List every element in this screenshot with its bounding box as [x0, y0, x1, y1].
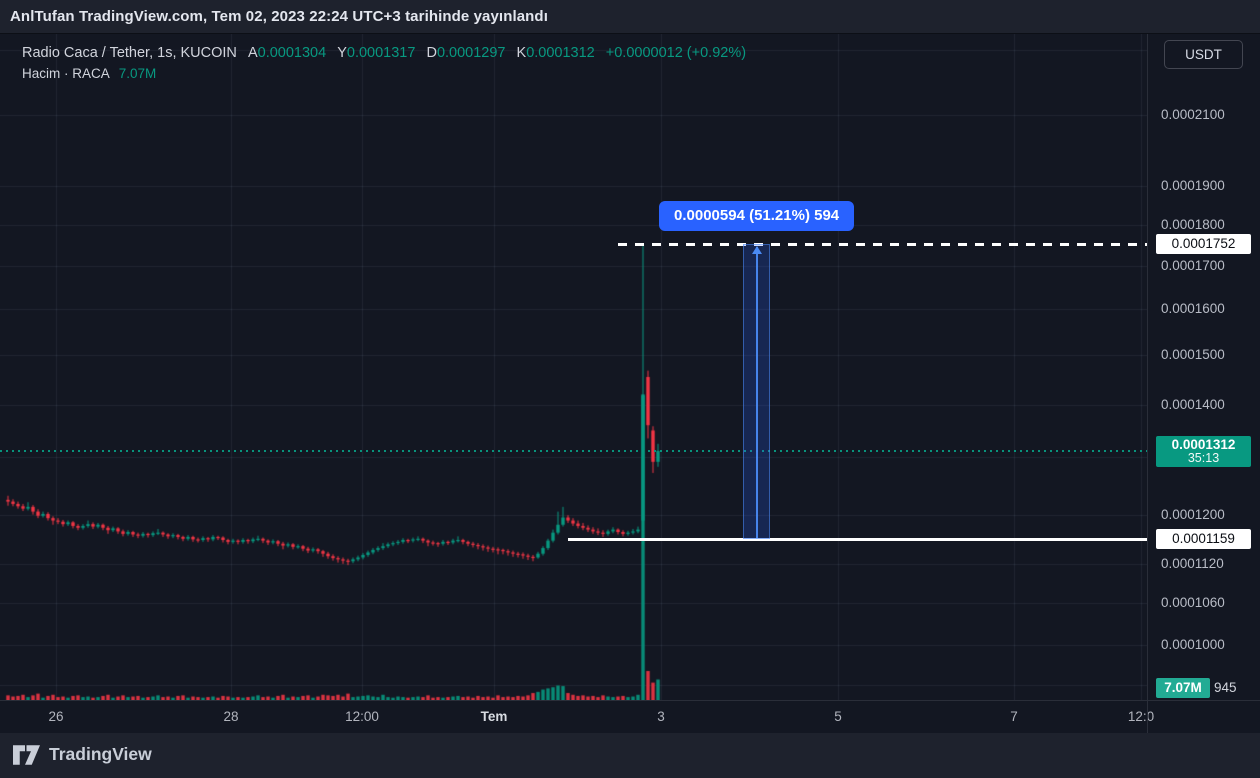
- time-tick-label: Tem: [480, 709, 508, 724]
- bar-countdown: 35:13: [1187, 450, 1220, 465]
- price-tick-label: 0.0001120: [1161, 555, 1224, 571]
- volume-value: 7.07M: [118, 66, 157, 81]
- tradingview-brand-text: TradingView: [49, 744, 152, 764]
- price-tick-label: 0.0002100: [1161, 107, 1225, 122]
- low-level-solid-line[interactable]: [568, 537, 1147, 541]
- symbol-ohlc-row: Radio Caca / Tether, 1s, KUCOIN A0.00013…: [22, 45, 746, 61]
- price-tick-label: 0.0001600: [1161, 301, 1225, 317]
- time-axis-border: [0, 700, 1260, 701]
- open-value: 0.0001304: [257, 45, 327, 61]
- price-tick-label: 0.0001200: [1161, 506, 1225, 522]
- high-level-dashed-line[interactable]: [618, 242, 1147, 246]
- measure-vertical-line: [755, 247, 758, 539]
- current-price-value: 0.0001312: [1171, 436, 1236, 452]
- change-value: +0.0000012 (+0.92%): [605, 45, 747, 61]
- time-tick-label: 28: [223, 709, 239, 724]
- price-tick-label: 0.0001060: [1161, 595, 1225, 611]
- low-value: 0.0001297: [436, 45, 506, 61]
- volume-label: Hacim · RACA: [22, 66, 110, 81]
- footer-bar: TradingView: [0, 733, 1260, 778]
- chart-widget: Radio Caca / Tether, 1s, KUCOIN A0.00013…: [0, 34, 1260, 733]
- time-axis[interactable]: 26 28 12:00 Tem 3 5 7 12:0: [0, 700, 1154, 733]
- price-tick-label: 0.0001500: [1161, 347, 1225, 363]
- low-label: D: [426, 45, 437, 61]
- low-price-axis-badge: 0.0001159: [1156, 529, 1251, 550]
- time-tick-label: 12:00: [345, 709, 379, 724]
- partial-price-tick-945: 945: [1214, 680, 1237, 695]
- tradingview-logo-icon: [13, 744, 40, 765]
- high-value: 0.0001317: [346, 45, 416, 61]
- close-value: 0.0001312: [526, 45, 595, 61]
- open-label: A: [247, 45, 258, 61]
- symbol-title: Radio Caca / Tether, 1s, KUCOIN: [22, 45, 237, 61]
- symbol-legend: Radio Caca / Tether, 1s, KUCOIN A0.00013…: [22, 45, 746, 81]
- price-tick-label: 0.0001900: [1161, 178, 1225, 194]
- candlestick-series-canvas[interactable]: [0, 34, 1147, 700]
- volume-axis-badge: 7.07M: [1156, 678, 1210, 698]
- measure-arrow-up-icon: [751, 246, 762, 255]
- chart-pane[interactable]: Radio Caca / Tether, 1s, KUCOIN A0.00013…: [0, 34, 1154, 733]
- volume-row: Hacim · RACA 7.07M: [22, 66, 746, 81]
- price-tick-label: 0.0001000: [1161, 636, 1225, 652]
- currency-toggle-button[interactable]: USDT: [1164, 40, 1243, 69]
- price-tick-label: 0.0001800: [1161, 217, 1225, 233]
- time-tick-label: 3: [657, 709, 665, 724]
- price-tick-label: 0.0001700: [1161, 257, 1225, 273]
- time-tick-label: 7: [1010, 709, 1018, 724]
- price-axis[interactable]: USDT 0.0002100 0.0001900 0.0001800 0.000170…: [1147, 34, 1260, 733]
- publication-title-bar: AnlTufan TradingView.com, Tem 02, 2023 2…: [0, 0, 1260, 34]
- time-tick-label: 26: [48, 709, 64, 724]
- current-price-axis-badge: 0.0001312 35:13: [1156, 435, 1251, 467]
- high-label: Y: [337, 45, 347, 61]
- price-tick-label: 0.0001400: [1161, 396, 1225, 412]
- measure-result-tooltip: 0.0000594 (51.21%) 594: [659, 201, 855, 231]
- publication-title: AnlTufan TradingView.com, Tem 02, 2023 2…: [10, 8, 548, 25]
- high-price-axis-badge: 0.0001752: [1156, 234, 1251, 255]
- current-price-dotted-line: [0, 449, 1147, 452]
- close-label: K: [516, 45, 527, 61]
- time-tick-label: 5: [834, 709, 842, 724]
- tradingview-brand-link[interactable]: TradingView: [13, 744, 152, 765]
